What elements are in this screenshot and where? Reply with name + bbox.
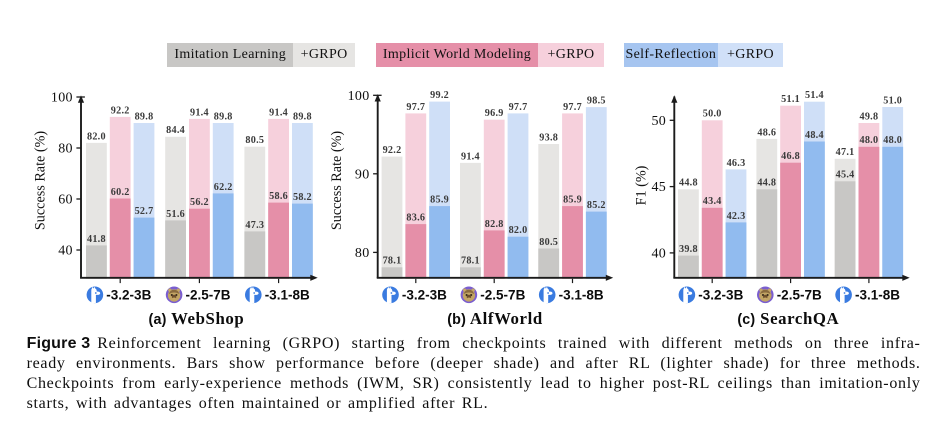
svg-text:90: 90 <box>355 167 370 182</box>
svg-text:62.2: 62.2 <box>214 182 233 193</box>
svg-text:-3.1-8B: -3.1-8B <box>559 288 604 303</box>
svg-text:97.7: 97.7 <box>563 102 582 113</box>
svg-text:82.8: 82.8 <box>485 219 504 230</box>
svg-text:52.7: 52.7 <box>135 206 154 217</box>
svg-text:100: 100 <box>348 89 370 104</box>
svg-text:80.5: 80.5 <box>245 135 264 146</box>
svg-text:41.8: 41.8 <box>87 234 106 245</box>
svg-text:50: 50 <box>651 114 666 129</box>
svg-text:84.4: 84.4 <box>166 125 185 136</box>
svg-text:40: 40 <box>651 247 666 262</box>
svg-text:-3.2-3B: -3.2-3B <box>106 288 151 303</box>
svg-text:49.8: 49.8 <box>859 111 878 122</box>
svg-text:60: 60 <box>58 193 73 208</box>
svg-text:100: 100 <box>51 91 73 106</box>
svg-text:45: 45 <box>651 180 666 195</box>
svg-text:51.4: 51.4 <box>805 90 824 101</box>
svg-text:83.6: 83.6 <box>406 213 425 224</box>
svg-text:58.6: 58.6 <box>269 191 288 202</box>
svg-text:45.4: 45.4 <box>836 170 855 181</box>
svg-text:47.1: 47.1 <box>836 147 855 158</box>
svg-text:85.9: 85.9 <box>563 195 582 206</box>
svg-text:51.6: 51.6 <box>166 209 185 220</box>
svg-text:48.0: 48.0 <box>883 135 902 146</box>
svg-text:47.3: 47.3 <box>245 220 264 231</box>
svg-text:50.0: 50.0 <box>703 109 722 120</box>
svg-text:(b) AlfWorld: (b) AlfWorld <box>447 309 543 328</box>
svg-text:98.5: 98.5 <box>587 96 606 107</box>
svg-text:-3.1-8B: -3.1-8B <box>855 288 900 303</box>
svg-text:92.2: 92.2 <box>383 145 402 156</box>
svg-text:78.1: 78.1 <box>461 256 480 267</box>
svg-text:89.8: 89.8 <box>293 111 312 122</box>
svg-text:42.3: 42.3 <box>727 211 746 222</box>
svg-text:85.9: 85.9 <box>430 195 449 206</box>
svg-text:Success Rate (%): Success Rate (%) <box>32 131 48 231</box>
svg-text:48.6: 48.6 <box>757 127 776 138</box>
svg-text:-2.5-7B: -2.5-7B <box>480 288 525 303</box>
svg-text:92.2: 92.2 <box>111 105 130 116</box>
svg-text:82.0: 82.0 <box>87 131 106 142</box>
svg-text:44.8: 44.8 <box>757 178 776 189</box>
svg-text:46.8: 46.8 <box>781 151 800 162</box>
svg-text:91.4: 91.4 <box>190 107 209 118</box>
svg-text:39.8: 39.8 <box>679 244 698 255</box>
svg-text:82.0: 82.0 <box>509 225 528 236</box>
svg-text:91.4: 91.4 <box>269 107 288 118</box>
svg-text:60.2: 60.2 <box>111 187 130 198</box>
svg-text:-3.2-3B: -3.2-3B <box>402 288 447 303</box>
svg-text:-2.5-7B: -2.5-7B <box>186 288 231 303</box>
svg-text:-3.2-3B: -3.2-3B <box>698 288 743 303</box>
svg-text:(a) WebShop: (a) WebShop <box>149 309 245 328</box>
svg-text:48.4: 48.4 <box>805 130 824 141</box>
svg-text:93.8: 93.8 <box>539 132 558 143</box>
svg-text:-2.5-7B: -2.5-7B <box>777 288 822 303</box>
svg-text:51.0: 51.0 <box>883 95 902 106</box>
svg-text:48.0: 48.0 <box>859 135 878 146</box>
svg-text:Success Rate (%): Success Rate (%) <box>329 131 345 231</box>
svg-text:51.1: 51.1 <box>781 94 800 105</box>
svg-text:(c) SearchQA: (c) SearchQA <box>737 309 839 328</box>
svg-text:F1 (%): F1 (%) <box>634 165 650 205</box>
svg-text:85.2: 85.2 <box>587 200 606 211</box>
svg-text:96.9: 96.9 <box>485 108 504 119</box>
svg-text:97.7: 97.7 <box>509 102 528 113</box>
svg-text:97.7: 97.7 <box>406 102 425 113</box>
svg-text:56.2: 56.2 <box>190 197 209 208</box>
svg-text:89.8: 89.8 <box>214 111 233 122</box>
svg-text:58.2: 58.2 <box>293 192 312 203</box>
svg-text:91.4: 91.4 <box>461 151 480 162</box>
svg-text:43.4: 43.4 <box>703 196 722 207</box>
svg-text:99.2: 99.2 <box>430 90 449 101</box>
svg-text:80: 80 <box>58 142 73 157</box>
svg-text:44.8: 44.8 <box>679 178 698 189</box>
svg-text:89.8: 89.8 <box>135 111 154 122</box>
svg-text:78.1: 78.1 <box>383 256 402 267</box>
svg-text:40: 40 <box>58 244 73 259</box>
svg-text:80.5: 80.5 <box>539 237 558 248</box>
svg-text:-3.1-8B: -3.1-8B <box>265 288 310 303</box>
svg-text:46.3: 46.3 <box>727 158 746 169</box>
svg-text:80: 80 <box>355 246 370 261</box>
